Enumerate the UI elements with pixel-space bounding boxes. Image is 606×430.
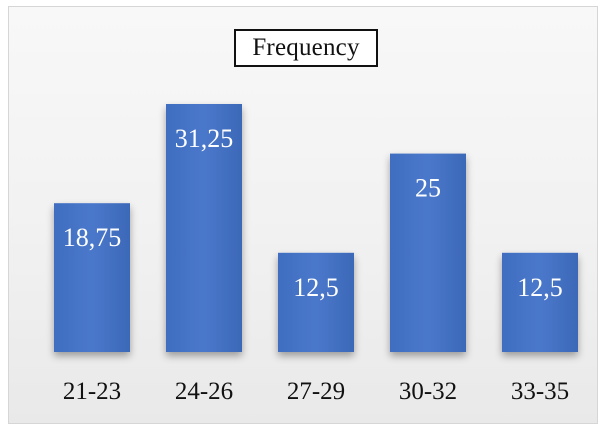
bar-value-label: 12,5 [517,273,563,302]
category-label: 30-32 [399,378,457,405]
bar-33-35 [502,252,578,352]
bar-30-32 [390,153,466,352]
bar-27-29 [278,252,354,352]
bar-value-label: 18,75 [63,223,122,252]
chart-title: Frequency [252,34,360,61]
bar-21-23 [54,203,130,352]
bars-layer [54,104,578,352]
category-label: 24-26 [175,378,233,405]
bar-24-26 [166,104,242,352]
bar-value-label: 12,5 [293,273,339,302]
category-label: 21-23 [63,378,121,405]
bar-value-label: 31,25 [175,124,234,153]
chart-title-box: Frequency [234,29,378,67]
bar-value-label: 25 [415,174,441,203]
value-labels-layer: 18,75 31,25 12,5 25 12,5 [63,124,563,302]
category-labels-layer: 21-23 24-26 27-29 30-32 33-35 [63,378,569,405]
category-label: 33-35 [511,378,569,405]
category-label: 27-29 [287,378,345,405]
